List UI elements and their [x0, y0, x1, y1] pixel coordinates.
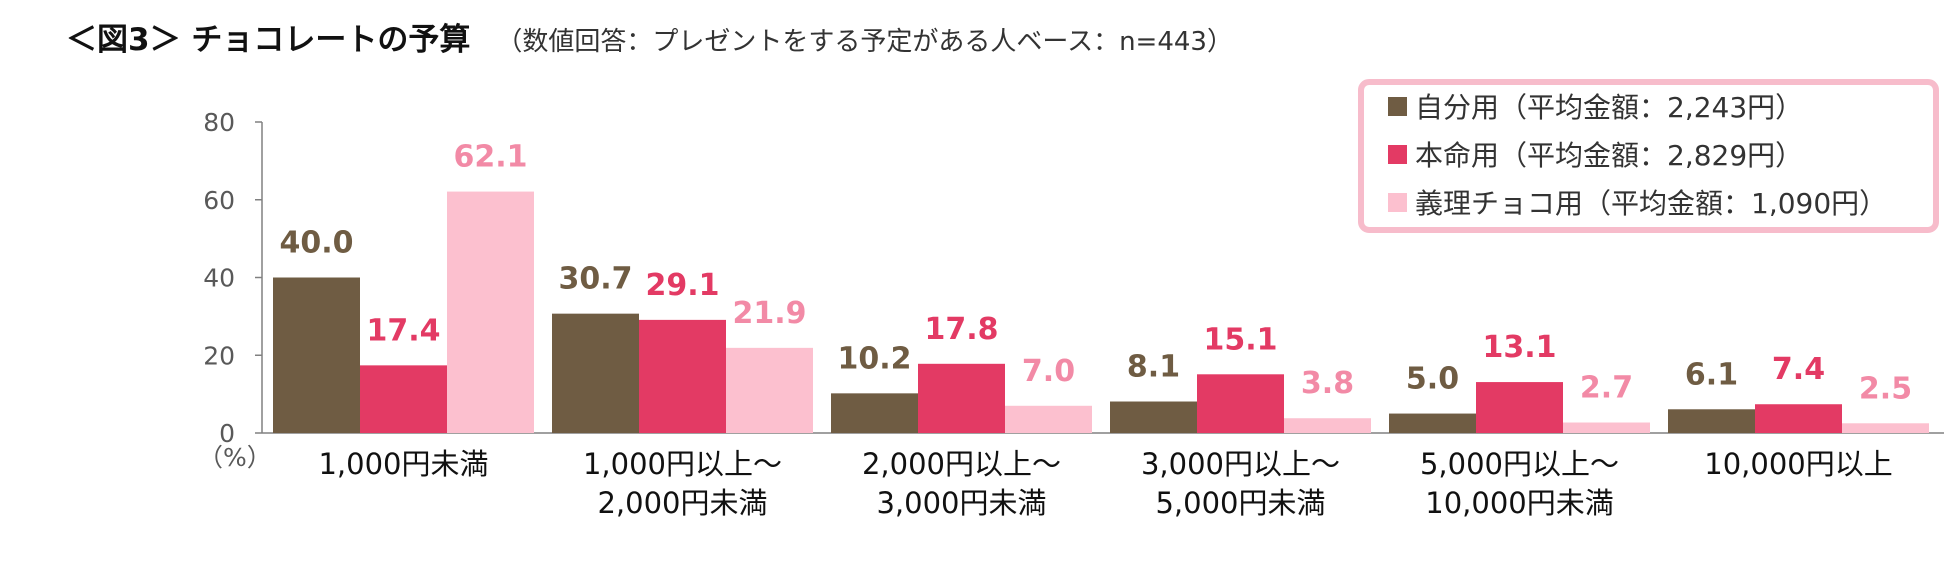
legend-swatch	[1388, 193, 1407, 212]
category-label: 3,000円未満	[876, 486, 1046, 520]
y-tick-label: 20	[203, 341, 235, 370]
legend-label: 自分用（平均金額：2,243円）	[1415, 91, 1803, 124]
bar	[726, 347, 813, 433]
y-tick-label: 60	[203, 186, 235, 215]
bar	[1110, 401, 1197, 433]
bar	[1476, 382, 1563, 433]
bar	[273, 277, 360, 433]
data-label: 17.8	[924, 312, 998, 347]
bar	[360, 365, 447, 433]
data-label: 10.2	[837, 341, 911, 376]
legend-box	[1358, 79, 1939, 233]
legend-label: 義理チョコ用（平均金額：1,090円）	[1415, 187, 1887, 220]
bar	[1197, 374, 1284, 433]
chart-subtitle: （数値回答：プレゼントをする予定がある人ベース：n=443）	[496, 27, 1233, 57]
category-label: 3,000円以上～	[1141, 447, 1340, 481]
bar	[1005, 405, 1092, 433]
category-label: 10,000円以上	[1704, 447, 1892, 481]
data-label: 62.1	[453, 140, 527, 175]
data-label: 5.0	[1406, 362, 1459, 397]
y-tick-label: 80	[203, 108, 235, 137]
bar	[1284, 418, 1371, 433]
data-label: 7.4	[1772, 352, 1825, 387]
category-label: 2,000円以上～	[862, 447, 1061, 481]
data-label: 40.0	[279, 226, 353, 261]
legend-swatch	[1388, 97, 1407, 116]
bar	[552, 313, 639, 433]
category-label: 1,000円以上～	[583, 447, 782, 481]
bar	[831, 393, 918, 433]
category-label: 1,000円未満	[318, 447, 488, 481]
data-label: 6.1	[1685, 357, 1738, 392]
data-label: 3.8	[1301, 366, 1354, 401]
legend-label: 本命用（平均金額：2,829円）	[1415, 139, 1803, 172]
data-label: 30.7	[558, 262, 632, 297]
y-tick-label: 40	[203, 264, 235, 293]
legend-swatch	[1388, 145, 1407, 164]
data-label: 2.5	[1859, 371, 1912, 406]
bar	[639, 319, 726, 433]
category-label: 10,000円未満	[1425, 486, 1613, 520]
data-label: 2.7	[1580, 371, 1633, 406]
data-label: 17.4	[366, 313, 440, 348]
y-tick-label: 0	[219, 419, 235, 448]
bar	[1668, 409, 1755, 433]
category-label: 5,000円以上～	[1420, 447, 1619, 481]
bar	[1563, 422, 1650, 433]
y-axis-unit: （%）	[198, 443, 272, 472]
data-label: 8.1	[1127, 350, 1180, 385]
data-label: 15.1	[1203, 322, 1277, 357]
bar	[1389, 413, 1476, 433]
chart-header: ＜図3＞ チョコレートの予算 （数値回答：プレゼントをする予定がある人ベース：n=…	[66, 14, 1233, 59]
category-label: 5,000円未満	[1155, 486, 1325, 520]
data-label: 13.1	[1482, 330, 1556, 365]
data-label: 21.9	[732, 296, 806, 331]
chart-title: ＜図3＞ チョコレートの予算	[66, 22, 471, 58]
category-label: 2,000円未満	[597, 486, 767, 520]
data-label: 29.1	[645, 268, 719, 303]
bar	[1755, 404, 1842, 433]
bar	[447, 191, 534, 433]
bar	[1842, 423, 1929, 433]
data-label: 7.0	[1022, 354, 1075, 389]
bar	[918, 363, 1005, 433]
